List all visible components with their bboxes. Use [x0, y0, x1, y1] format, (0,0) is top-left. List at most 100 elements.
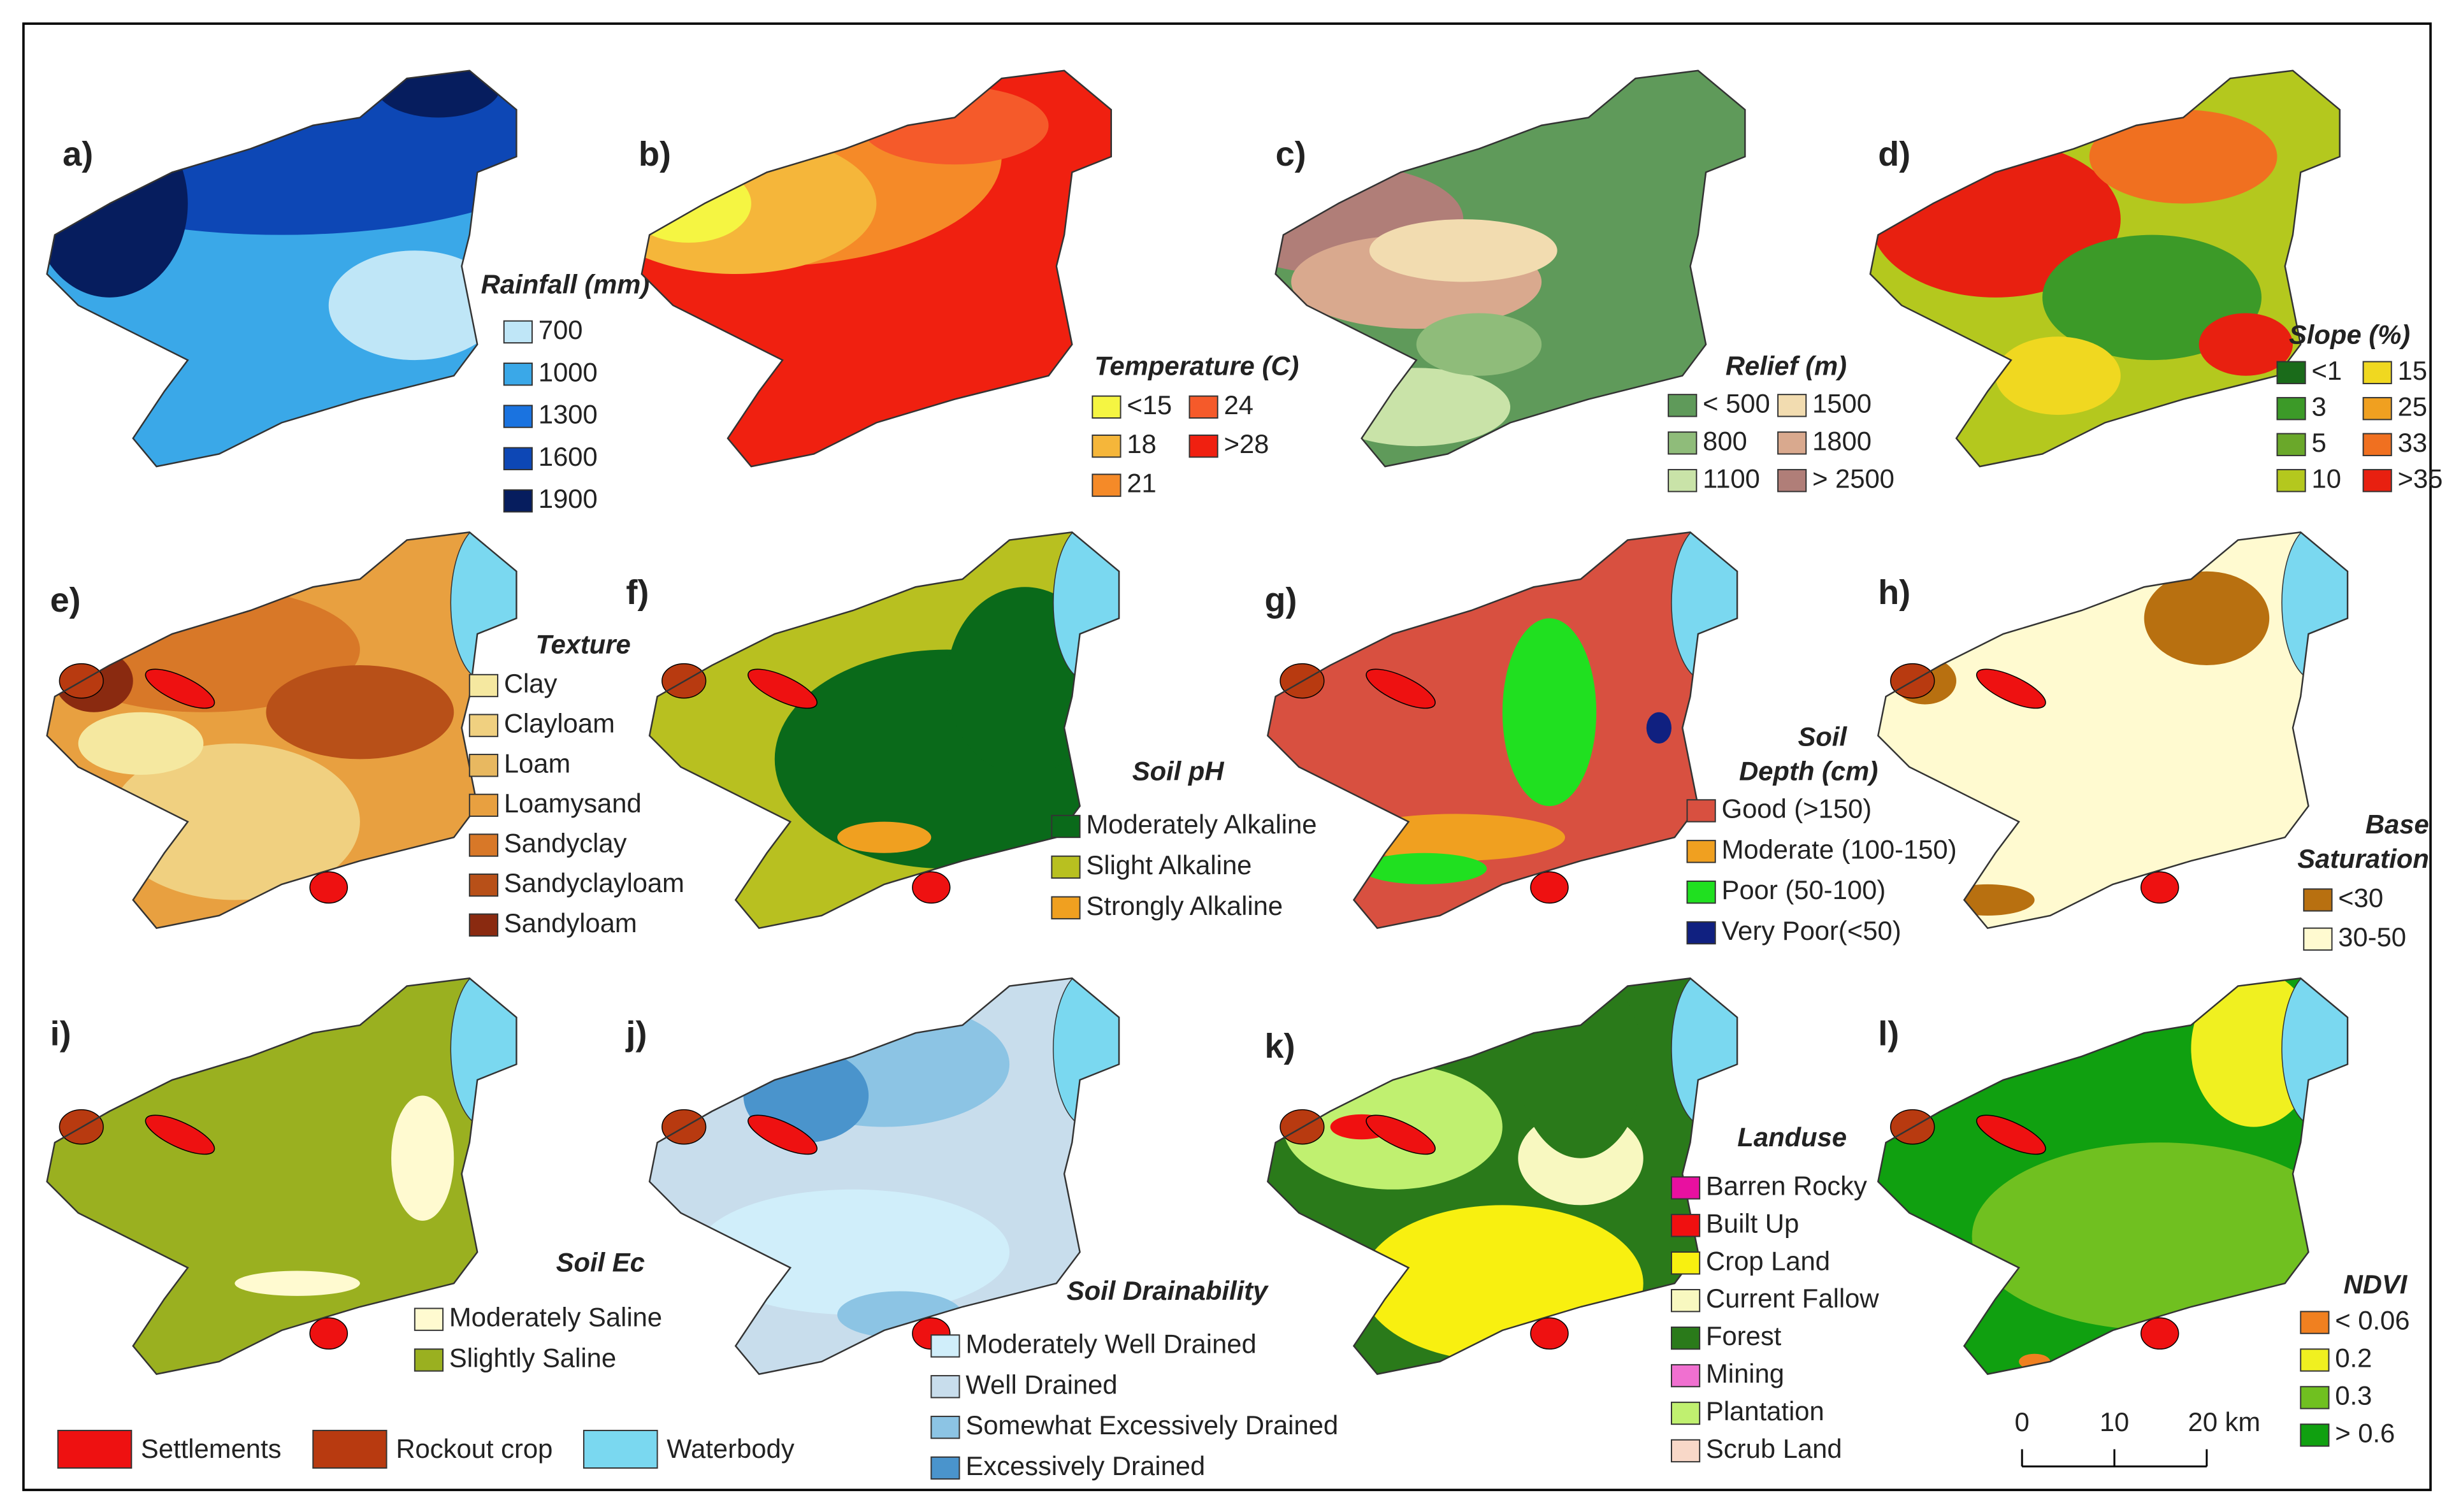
legend-title: Rainfall (mm)	[481, 270, 649, 299]
settlement	[1366, 668, 1436, 709]
legend-swatch	[1777, 394, 1807, 417]
legend-label: 25	[2398, 391, 2427, 421]
waterbody	[2281, 978, 2348, 1128]
legend-swatch	[2276, 469, 2306, 493]
map-fill	[47, 70, 517, 467]
map-base	[641, 70, 1111, 467]
legend-label: Sandyloam	[504, 908, 637, 938]
legend-swatch	[503, 405, 533, 428]
legend-label: 1900	[538, 484, 598, 514]
map-zone	[1369, 219, 1557, 282]
legend-swatch	[503, 363, 533, 386]
legend-label: Moderately Alkaline	[1086, 809, 1317, 839]
map-zone	[2089, 110, 2277, 204]
legend-title: Soil pH	[1132, 756, 1225, 786]
legend-swatch	[1671, 1401, 1701, 1425]
map-fill	[1878, 978, 2348, 1374]
legend-label: Current Fallow	[1706, 1283, 1879, 1313]
legend-swatch	[2300, 1348, 2330, 1372]
legend-label: 1300	[538, 400, 598, 429]
settlement	[145, 1114, 215, 1155]
panel-label: g)	[1264, 581, 1297, 619]
legend-swatch	[1668, 431, 1698, 455]
map-zone	[235, 1271, 360, 1296]
settlement	[1530, 871, 1569, 904]
legend-swatch	[2300, 1423, 2330, 1447]
map-zone	[641, 164, 751, 243]
panel-label: k)	[1264, 1027, 1295, 1065]
legend-title: Soil Ec	[556, 1248, 645, 1278]
legend-swatch	[1671, 1176, 1701, 1200]
legend-swatch	[1671, 1364, 1701, 1388]
legend-swatch	[2300, 1311, 2330, 1334]
map-fill	[1878, 532, 2348, 928]
legend-swatch	[1051, 855, 1081, 879]
legend-label: 30-50	[2338, 922, 2406, 952]
map-zone	[1361, 853, 1487, 884]
settlement	[145, 668, 215, 709]
scale-label: 10	[2100, 1407, 2129, 1437]
legend-label: 5	[2312, 428, 2327, 457]
panel-label: b)	[639, 135, 671, 173]
legend-swatch	[468, 714, 498, 737]
legend-label: Forest	[1706, 1321, 1782, 1351]
legend-title: Soil	[1798, 722, 1848, 752]
legend-label: Slightly Saline	[449, 1343, 616, 1373]
settlement	[912, 871, 951, 904]
waterbody	[1053, 978, 1120, 1128]
legend-swatch	[1671, 1326, 1701, 1350]
map-zone	[1646, 712, 1672, 744]
waterbody	[450, 532, 517, 682]
map-zone	[391, 1095, 454, 1221]
panel-label: i)	[50, 1014, 71, 1053]
legend-swatch	[1092, 473, 1122, 497]
settlement	[2140, 1317, 2179, 1350]
legend-label: >28	[1224, 429, 1269, 459]
settlement	[309, 1317, 348, 1350]
legend-swatch	[1188, 395, 1218, 419]
legend-swatch	[1686, 840, 1716, 863]
legend-label: Crop Land	[1706, 1246, 1830, 1276]
map-zone	[1995, 336, 2121, 415]
settlement	[309, 871, 348, 904]
legend-label: Clayloam	[504, 709, 615, 738]
legend-label: 800	[1703, 426, 1747, 456]
legend-label: < 0.06	[2335, 1306, 2409, 1336]
legend-swatch	[1051, 814, 1081, 839]
map-zone	[1502, 618, 1597, 807]
legend-label: Good (>150)	[1722, 793, 1872, 823]
legend-swatch	[2276, 361, 2306, 384]
map-panel	[46, 977, 517, 1375]
common-swatch	[57, 1430, 133, 1469]
legend-swatch	[1777, 469, 1807, 493]
settlement	[747, 1114, 818, 1155]
legend-swatch	[1686, 799, 1716, 823]
common-label: Settlements	[141, 1434, 281, 1464]
legend-swatch	[414, 1307, 444, 1331]
legend-label: Mining	[1706, 1358, 1784, 1388]
map-zone	[47, 70, 517, 235]
map-panel	[46, 69, 517, 468]
map-zone	[860, 86, 1049, 165]
map-zone	[696, 1189, 1010, 1315]
common-swatch	[312, 1430, 387, 1469]
legend-label: Poor (50-100)	[1722, 875, 1886, 905]
legend-swatch	[1671, 1214, 1701, 1237]
map-panel	[1869, 69, 2341, 468]
settlement	[1976, 1114, 2046, 1155]
settlement	[1976, 668, 2046, 709]
legend-swatch	[1668, 394, 1698, 417]
legend-swatch	[468, 673, 498, 698]
legend-swatch	[930, 1375, 960, 1399]
settlement	[1530, 1317, 1569, 1350]
legend-swatch	[930, 1334, 960, 1358]
panel-label: c)	[1276, 135, 1306, 173]
legend-label: 18	[1127, 429, 1156, 459]
legend-label: 1100	[1703, 463, 1760, 493]
legend-label: Strongly Alkaline	[1086, 891, 1283, 921]
legend-swatch	[2362, 397, 2392, 421]
map-zone	[837, 821, 932, 853]
map-zone	[1361, 1205, 1643, 1362]
legend-swatch	[1671, 1251, 1701, 1275]
legend-label: Loam	[504, 748, 570, 778]
